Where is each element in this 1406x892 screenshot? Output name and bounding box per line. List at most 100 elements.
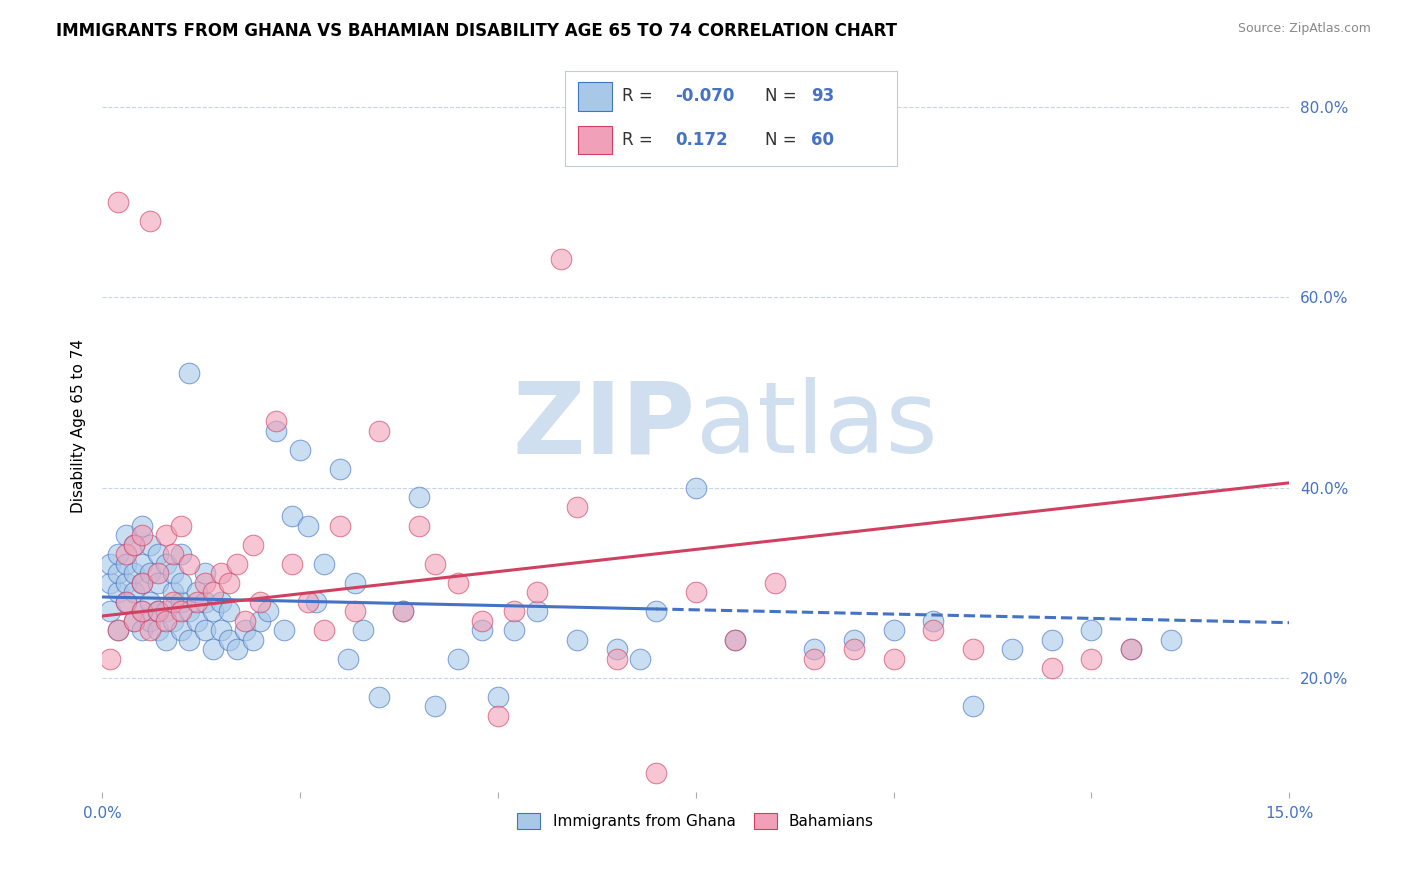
Point [122, 566, 145, 581]
Point [194, 566, 217, 581]
Point [115, 595, 138, 609]
Point [408, 490, 430, 504]
Point [297, 518, 319, 533]
Point [138, 566, 160, 581]
Point [233, 624, 256, 638]
Text: Source: ZipAtlas.com: Source: ZipAtlas.com [1237, 22, 1371, 36]
Point [305, 595, 328, 609]
Point [209, 566, 232, 581]
Point [312, 557, 335, 571]
Point [138, 624, 160, 638]
Point [225, 642, 247, 657]
Point [922, 614, 945, 628]
Point [471, 624, 494, 638]
Point [606, 652, 628, 666]
Point [107, 195, 129, 210]
Point [1080, 652, 1102, 666]
Point [131, 528, 153, 542]
Point [162, 547, 184, 561]
Point [194, 595, 217, 609]
Point [423, 699, 446, 714]
Point [201, 604, 224, 618]
Point [565, 500, 588, 514]
Point [201, 642, 224, 657]
Point [98, 575, 121, 590]
Point [803, 642, 825, 657]
Point [98, 557, 121, 571]
Point [179, 367, 201, 381]
Point [1160, 632, 1182, 647]
Point [724, 632, 747, 647]
Point [447, 652, 470, 666]
Point [344, 575, 367, 590]
Point [352, 624, 374, 638]
Point [922, 624, 945, 638]
Legend: Immigrants from Ghana, Bahamians: Immigrants from Ghana, Bahamians [512, 807, 880, 836]
Point [131, 604, 153, 618]
Point [312, 624, 335, 638]
Point [131, 557, 153, 571]
Point [186, 614, 208, 628]
Point [155, 632, 177, 647]
Point [486, 690, 509, 704]
Point [724, 632, 747, 647]
Point [146, 575, 169, 590]
Point [170, 604, 193, 618]
Point [257, 604, 280, 618]
Point [194, 624, 217, 638]
Point [344, 604, 367, 618]
Point [526, 604, 548, 618]
Point [763, 575, 786, 590]
Point [962, 699, 984, 714]
Point [162, 566, 184, 581]
Point [1001, 642, 1024, 657]
Point [146, 547, 169, 561]
Point [329, 461, 352, 475]
Point [368, 690, 391, 704]
Point [962, 642, 984, 657]
Point [218, 632, 240, 647]
Point [194, 575, 217, 590]
Point [138, 614, 160, 628]
Point [685, 585, 707, 599]
Point [803, 652, 825, 666]
Point [685, 481, 707, 495]
Point [883, 624, 905, 638]
Point [131, 604, 153, 618]
Point [138, 214, 160, 228]
Point [408, 518, 430, 533]
Point [131, 575, 153, 590]
Point [155, 614, 177, 628]
Point [225, 557, 247, 571]
Point [131, 518, 153, 533]
Point [186, 585, 208, 599]
Point [423, 557, 446, 571]
Point [526, 585, 548, 599]
Point [98, 652, 121, 666]
Point [115, 575, 138, 590]
Point [107, 566, 129, 581]
Point [297, 595, 319, 609]
Point [266, 424, 288, 438]
Text: IMMIGRANTS FROM GHANA VS BAHAMIAN DISABILITY AGE 65 TO 74 CORRELATION CHART: IMMIGRANTS FROM GHANA VS BAHAMIAN DISABI… [56, 22, 897, 40]
Point [392, 604, 415, 618]
Point [628, 652, 651, 666]
Point [115, 528, 138, 542]
Point [131, 575, 153, 590]
Point [170, 624, 193, 638]
Point [645, 604, 668, 618]
Point [288, 442, 311, 457]
Point [281, 557, 304, 571]
Point [273, 624, 295, 638]
Point [266, 414, 288, 428]
Point [107, 547, 129, 561]
Point [218, 575, 240, 590]
Point [368, 424, 391, 438]
Point [155, 528, 177, 542]
Point [249, 614, 271, 628]
Point [486, 709, 509, 723]
Point [162, 595, 184, 609]
Y-axis label: Disability Age 65 to 74: Disability Age 65 to 74 [72, 339, 86, 513]
Point [122, 538, 145, 552]
Point [170, 595, 193, 609]
